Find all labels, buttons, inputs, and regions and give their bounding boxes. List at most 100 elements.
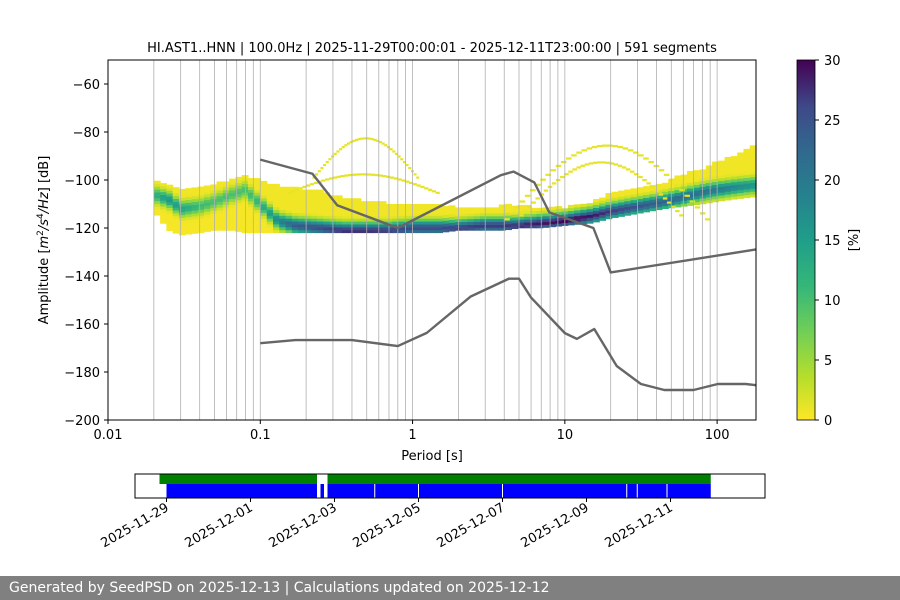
heatmap-sparse-cell [384,144,388,147]
heatmap-sparse-cell [298,187,303,190]
heatmap-cell [342,209,349,213]
heatmap-cell [436,212,443,216]
x-tick-label: 0.1 [250,428,271,443]
heatmap-cell [285,206,293,211]
heatmap-sparse-cell [336,175,341,178]
heatmap-cell [191,227,199,231]
colorbar-tick-label: 5 [824,354,832,369]
heatmap-cell [636,187,644,191]
heatmap-cell [712,196,719,200]
heatmap-cell [749,176,757,181]
heatmap-cell [247,215,255,219]
heatmap-cell [298,224,305,228]
heatmap-cell [373,215,381,219]
heatmap-cell [429,215,437,219]
heatmap-cell [166,199,174,203]
heatmap-sparse-cell [622,147,629,150]
heatmap-cell [254,180,262,185]
heatmap-cell [354,201,362,205]
heatmap-cell [291,189,299,193]
heatmap-cell [486,218,494,223]
heatmap-sparse-cell [588,162,594,165]
heatmap-cell [611,214,619,218]
heatmap-cell [247,180,255,185]
heatmap-cell [379,227,387,231]
heatmap-cell [505,212,512,216]
availability-blue-segment [327,484,711,498]
heatmap-cell [241,206,249,210]
heatmap-cell [473,207,481,211]
heatmap-cell [737,152,745,156]
heatmap-sparse-cell [601,161,606,164]
heatmap-cell [480,207,487,211]
heatmap-cell [172,221,180,225]
heatmap-sparse-cell [290,190,296,193]
heatmap-cell [687,173,694,178]
heatmap-sparse-cell [401,179,406,182]
availability-blue-segment [320,484,324,498]
heatmap-cell [429,227,437,231]
heatmap-cell [298,204,305,208]
heatmap-cell [266,186,274,190]
heatmap-sparse-cell [386,146,390,149]
heatmap-sparse-cell [367,173,372,176]
heatmap-cell [542,216,550,220]
heatmap-sparse-cell [617,145,624,149]
heatmap-sparse-cell [646,182,651,185]
heatmap-cell [467,227,475,231]
heatmap-cell [712,164,719,168]
heatmap-cell [680,180,688,184]
heatmap-cell [229,210,236,214]
heatmap-cell [505,223,512,228]
heatmap-cell [229,198,236,202]
heatmap-cell [712,199,719,203]
heatmap-cell [304,218,312,222]
heatmap-sparse-cell [381,142,385,145]
heatmap-cell [229,195,236,200]
heatmap-cell [536,225,544,229]
heatmap-cell [592,210,600,214]
heatmap-cell [153,198,161,202]
heatmap-cell [618,213,625,217]
heatmap-cell [680,197,688,201]
heatmap-cell [216,187,224,191]
heatmap-cell [693,173,701,177]
heatmap-cell [172,224,180,228]
heatmap-cell [743,192,751,196]
heatmap-cell [442,211,450,216]
heatmap-cell [172,215,180,220]
heatmap-cell [291,192,299,196]
heatmap-sparse-cell [671,205,676,208]
heatmap-cell [373,224,381,228]
heatmap-cell [241,229,249,233]
heatmap-cell [737,184,745,188]
heatmap-cell [342,198,349,202]
heatmap-cell [241,198,249,202]
heatmap-cell [737,169,745,173]
heatmap-cell [630,191,638,195]
heatmap-cell [429,224,437,228]
heatmap-cell [743,186,751,190]
heatmap-cell [266,229,274,234]
heatmap-cell [693,187,701,191]
heatmap-sparse-cell [607,144,613,147]
heatmap-cell [448,219,456,223]
heatmap-cell [737,161,745,165]
heatmap-cell [360,209,368,213]
heatmap-sparse-cell [612,145,618,148]
heatmap-sparse-cell [287,191,292,194]
heatmap-cell [429,218,437,222]
heatmap-cell [273,229,280,234]
heatmap-cell [605,195,613,200]
heatmap-sparse-cell [627,149,634,152]
heatmap-cell [191,216,199,220]
heatmap-cell [342,212,349,216]
heatmap-cell [260,227,268,231]
heatmap-cell [316,189,324,193]
heatmap-cell [417,212,425,216]
heatmap-cell [398,229,406,234]
heatmap-cell [316,212,324,216]
heatmap-cell [273,198,280,202]
heatmap-cell [285,204,293,208]
heatmap-cell [254,218,262,222]
